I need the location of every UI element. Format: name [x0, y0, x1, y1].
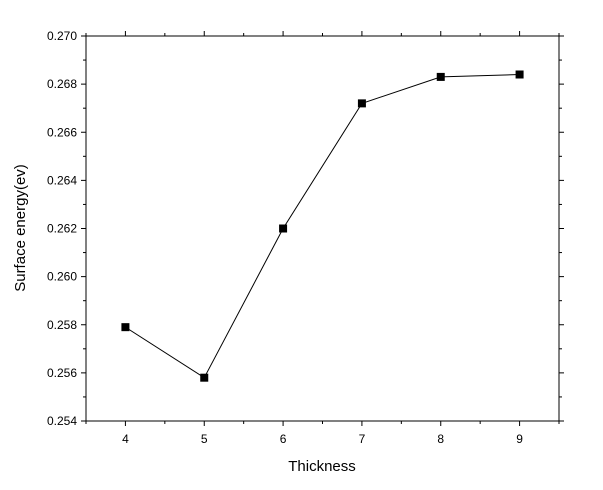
data-point-4	[121, 323, 130, 332]
data-point-5	[200, 373, 209, 382]
data-point-9	[515, 70, 524, 79]
tick-labels: 0.254 0.256 0.258 0.260 0.262 0.264 0.266 0.268…	[47, 29, 523, 446]
series-markers	[121, 70, 524, 382]
x-tick-label: 6	[280, 432, 287, 446]
y-tick-label: 0.264	[47, 173, 77, 187]
series-line	[125, 74, 520, 379]
x-tick-label: 9	[516, 432, 523, 446]
y-tick-label: 0.256	[47, 366, 77, 380]
y-tick-label: 0.270	[47, 29, 77, 43]
x-tick-label: 8	[437, 432, 444, 446]
y-axis-title: Surface energy(ev)	[12, 164, 29, 292]
y-tick-label: 0.260	[47, 270, 77, 284]
y-tick-label: 0.258	[47, 318, 77, 332]
y-tick-label: 0.262	[47, 222, 77, 236]
y-tick-label: 0.254	[47, 414, 77, 428]
x-tick-label: 7	[359, 432, 366, 446]
axis-ticks	[81, 31, 564, 426]
x-axis-title: Thickness	[288, 458, 356, 475]
x-tick-label: 4	[122, 432, 129, 446]
x-tick-label: 5	[201, 432, 208, 446]
data-point-7	[357, 99, 366, 108]
y-tick-label: 0.266	[47, 125, 77, 139]
data-point-8	[436, 72, 445, 81]
y-tick-label: 0.268	[47, 77, 77, 91]
plot-frame	[85, 35, 560, 422]
data-point-6	[279, 224, 288, 233]
